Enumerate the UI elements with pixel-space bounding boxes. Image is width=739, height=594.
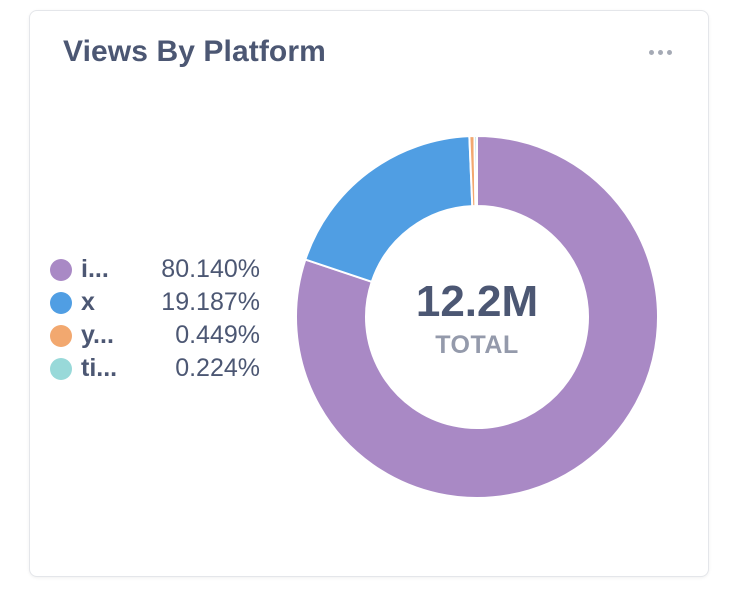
legend-value: 0.449% bbox=[175, 321, 260, 349]
total-label: TOTAL bbox=[435, 331, 519, 359]
donut-slices bbox=[295, 134, 659, 499]
more-horizontal-icon bbox=[648, 49, 672, 55]
more-options-button[interactable] bbox=[642, 41, 678, 63]
legend-color-dot bbox=[50, 324, 72, 347]
legend-color-dot bbox=[50, 258, 72, 281]
legend-value: 80.140% bbox=[161, 255, 260, 283]
donut-slice-1[interactable] bbox=[304, 135, 474, 284]
donut-chart: 12.2M TOTAL bbox=[295, 134, 659, 499]
legend-label: ti... bbox=[81, 354, 118, 382]
legend-label: y... bbox=[81, 321, 114, 349]
legend-label: i... bbox=[81, 255, 109, 283]
legend-item[interactable]: x 19.187% bbox=[50, 286, 260, 319]
legend-value: 19.187% bbox=[161, 288, 260, 316]
legend-label: x bbox=[81, 288, 95, 316]
chart-legend: i... 80.140% x 19.187% y... 0.449% ti...… bbox=[50, 253, 260, 385]
total-value: 12.2M bbox=[416, 277, 538, 326]
card-title: Views By Platform bbox=[63, 35, 326, 68]
legend-value: 0.224% bbox=[175, 354, 260, 382]
legend-color-dot bbox=[50, 357, 72, 380]
legend-item[interactable]: y... 0.449% bbox=[50, 319, 260, 352]
legend-color-dot bbox=[50, 291, 72, 314]
legend-item[interactable]: ti... 0.224% bbox=[50, 352, 260, 385]
donut-slice-0[interactable] bbox=[295, 134, 659, 499]
legend-item[interactable]: i... 80.140% bbox=[50, 253, 260, 286]
donut-slice-3[interactable] bbox=[473, 134, 478, 208]
views-by-platform-card: Views By Platform i... 80.140% x 19.187%… bbox=[29, 10, 709, 577]
